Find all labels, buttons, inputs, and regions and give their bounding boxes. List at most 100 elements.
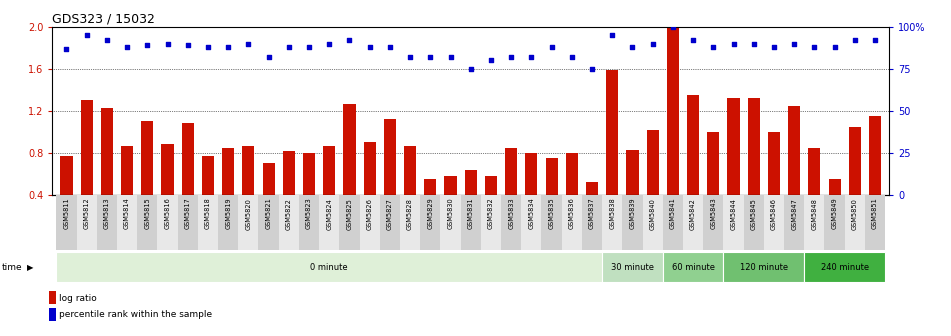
Text: GSM5818: GSM5818 [205, 198, 211, 229]
Point [786, 41, 802, 46]
Bar [56, 195, 77, 250]
Bar [703, 195, 724, 250]
Point [827, 44, 843, 50]
Point [402, 54, 417, 60]
Text: GSM5838: GSM5838 [610, 198, 615, 229]
Point [483, 58, 498, 63]
Bar [262, 163, 275, 195]
Bar [805, 252, 885, 282]
Bar [724, 252, 805, 282]
Point [564, 54, 579, 60]
Text: GSM5842: GSM5842 [690, 198, 696, 229]
Bar [424, 179, 437, 195]
Point [201, 44, 216, 50]
Bar [622, 195, 643, 250]
Bar [808, 148, 821, 195]
Text: 240 minute: 240 minute [821, 263, 869, 271]
Bar [142, 121, 153, 195]
Text: percentile rank within the sample: percentile rank within the sample [59, 310, 213, 319]
Bar [162, 144, 174, 195]
Point [341, 38, 357, 43]
Point [160, 41, 175, 46]
Bar [343, 103, 356, 195]
Bar [844, 195, 864, 250]
Point [59, 46, 74, 51]
Bar [606, 70, 618, 195]
Bar [218, 195, 239, 250]
Bar [541, 195, 562, 250]
Text: GSM5850: GSM5850 [852, 198, 858, 229]
Bar [323, 145, 336, 195]
Bar [805, 195, 825, 250]
Bar [465, 170, 476, 195]
Bar [764, 195, 784, 250]
Bar [259, 195, 279, 250]
Bar [198, 195, 218, 250]
Bar [663, 252, 724, 282]
Bar [282, 151, 295, 195]
Point [463, 66, 478, 72]
Point [362, 44, 378, 50]
Bar [239, 195, 259, 250]
Text: 30 minute: 30 minute [611, 263, 654, 271]
Bar [481, 195, 501, 250]
Point [261, 54, 276, 60]
Bar [359, 195, 379, 250]
Bar [97, 195, 117, 250]
Bar [340, 195, 359, 250]
Bar [121, 145, 133, 195]
Bar [400, 195, 420, 250]
Bar [61, 156, 72, 195]
Bar [404, 145, 417, 195]
Text: GSM5829: GSM5829 [427, 198, 434, 229]
Bar [117, 195, 137, 250]
Point [221, 44, 236, 50]
Point [382, 44, 398, 50]
Point [645, 41, 660, 46]
Point [544, 44, 559, 50]
Bar [77, 195, 97, 250]
Text: GSM5849: GSM5849 [831, 198, 838, 229]
Text: GSM5823: GSM5823 [306, 198, 312, 229]
Point [806, 44, 822, 50]
Point [625, 44, 640, 50]
Point [99, 38, 114, 43]
Bar [223, 148, 234, 195]
Bar [501, 195, 521, 250]
Point [321, 41, 337, 46]
Point [686, 38, 701, 43]
Bar [137, 195, 158, 250]
Bar [784, 195, 805, 250]
Bar [379, 195, 400, 250]
Text: GSM5824: GSM5824 [326, 198, 332, 229]
Text: GSM5839: GSM5839 [630, 198, 635, 229]
Text: 120 minute: 120 minute [740, 263, 788, 271]
Point [867, 38, 883, 43]
Bar [243, 145, 255, 195]
Text: GSM5812: GSM5812 [84, 198, 89, 229]
Text: GSM5848: GSM5848 [811, 198, 818, 229]
Bar [49, 308, 56, 321]
Text: GSM5844: GSM5844 [730, 198, 736, 229]
Point [666, 24, 681, 30]
Text: GSM5834: GSM5834 [529, 198, 534, 229]
Bar [178, 195, 198, 250]
Bar [363, 142, 376, 195]
Bar [643, 195, 663, 250]
Bar [202, 156, 214, 195]
Bar [602, 252, 663, 282]
Point [504, 54, 519, 60]
Bar [728, 98, 740, 195]
Bar [602, 195, 622, 250]
Text: GSM5820: GSM5820 [245, 198, 251, 229]
Bar [708, 132, 719, 195]
Bar [687, 95, 699, 195]
Text: GSM5846: GSM5846 [771, 198, 777, 229]
Bar [647, 130, 659, 195]
Bar [505, 148, 517, 195]
Bar [158, 195, 178, 250]
Point [585, 66, 600, 72]
Bar [627, 150, 638, 195]
Text: GSM5833: GSM5833 [508, 198, 514, 229]
Bar [566, 153, 578, 195]
